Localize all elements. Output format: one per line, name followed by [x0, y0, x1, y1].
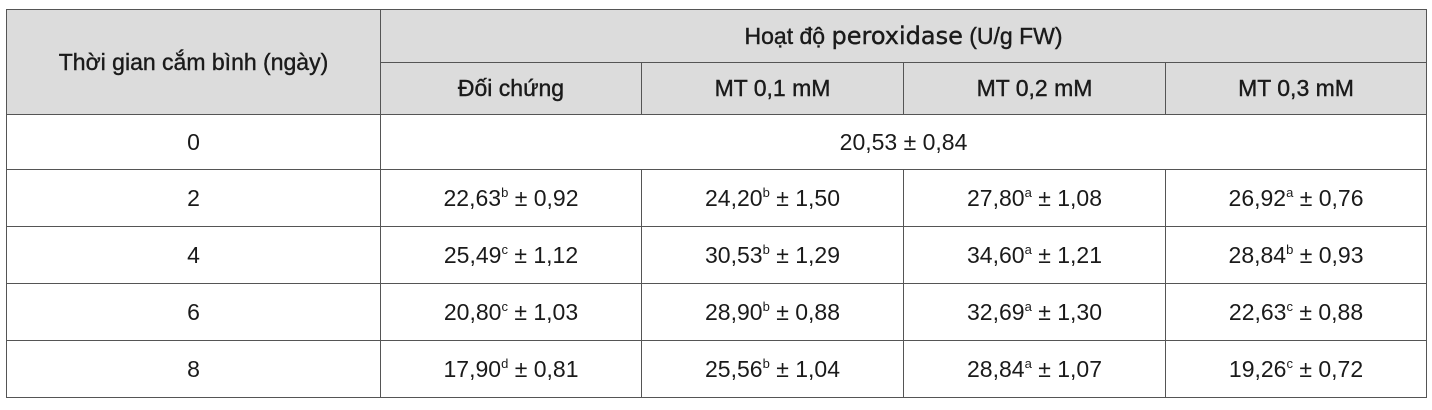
- std-deviation: ± 0,81: [508, 355, 579, 382]
- value-cell: 28,90b ± 0,88: [641, 283, 904, 341]
- table-row: 8 17,90d ± 0,81 25,56b ± 1,04 28,84a ± 1,07…: [6, 340, 1428, 398]
- column-header-mt-0-1: MT 0,1 mM: [641, 62, 904, 115]
- significance-letter: a: [1024, 298, 1032, 314]
- mean-value: 27,80: [967, 184, 1025, 211]
- significance-letter: c: [501, 241, 508, 257]
- std-deviation: ± 1,21: [1031, 241, 1102, 268]
- significance-letter: b: [762, 298, 770, 314]
- significance-letter: b: [762, 184, 770, 200]
- std-deviation: ± 1,29: [769, 241, 840, 268]
- mean-value: 34,60: [967, 241, 1025, 268]
- std-deviation: ± 0,93: [1293, 241, 1364, 268]
- mean-value: 28,90: [705, 298, 763, 325]
- value-cell: 34,60a ± 1,21: [903, 226, 1166, 284]
- table-row: 2 22,63b ± 0,92 24,20b ± 1,50 27,80a ± 1,08…: [6, 169, 1428, 227]
- group-header-activity: Hoạt độ peroxidase (U/g FW): [379, 9, 1428, 63]
- std-deviation: ± 1,04: [769, 355, 840, 382]
- mean-value: 22,63: [1228, 298, 1287, 325]
- mean-value: 26,92: [1228, 184, 1287, 211]
- value-cell: 26,92a ± 0,76: [1164, 169, 1428, 227]
- value-cell: 27,80a ± 1,08: [903, 169, 1166, 227]
- std-deviation: ± 1,30: [1031, 298, 1102, 325]
- mean-value: 28,84: [1228, 241, 1287, 268]
- std-deviation: ± 1,50: [769, 184, 840, 211]
- column-header-mt-0-2: MT 0,2 mM: [903, 62, 1166, 115]
- std-deviation: ± 1,03: [507, 298, 579, 325]
- significance-letter: c: [1286, 355, 1293, 371]
- significance-letter: a: [1024, 184, 1032, 200]
- std-deviation: ± 1,12: [507, 241, 579, 268]
- significance-letter: b: [762, 241, 770, 257]
- group-header-suffix: (U/g FW): [962, 23, 1063, 49]
- value-cell: 22,63c ± 0,88: [1164, 283, 1428, 341]
- day-cell: 6: [6, 283, 381, 341]
- significance-letter: c: [501, 298, 508, 314]
- value-cell: 28,84a ± 1,07: [903, 340, 1166, 398]
- significance-letter: d: [501, 355, 509, 371]
- column-header-control: Đối chứng: [380, 62, 642, 115]
- significance-letter: b: [1286, 241, 1294, 257]
- mean-value: 30,53: [705, 241, 763, 268]
- mean-value: 25,56: [705, 355, 763, 382]
- value-cell: 25,49c ± 1,12: [380, 226, 642, 284]
- std-deviation: ± 0,88: [769, 298, 840, 325]
- value-cell: 24,20b ± 1,50: [641, 169, 904, 227]
- significance-letter: a: [1024, 355, 1032, 371]
- value-cell: 17,90d ± 0,81: [380, 340, 642, 398]
- mean-value: 20,80: [443, 298, 502, 325]
- mean-value: 22,63: [443, 184, 502, 211]
- table-row: 4 25,49c ± 1,12 30,53b ± 1,29 34,60a ± 1,21…: [6, 226, 1428, 284]
- significance-letter: b: [762, 355, 770, 371]
- significance-letter: a: [1286, 184, 1294, 200]
- std-deviation: ± 0,88: [1292, 298, 1364, 325]
- value-cell: 30,53b ± 1,29: [641, 226, 904, 284]
- mean-value: 32,69: [967, 298, 1025, 325]
- peroxidase-table: Thời gian cắm bình (ngày) Hoạt độ peroxi…: [6, 9, 1428, 398]
- std-deviation: ± 0,92: [508, 184, 579, 211]
- table-row: 6 20,80c ± 1,03 28,90b ± 0,88 32,69a ± 1,30…: [6, 283, 1428, 341]
- mean-value: 28,84: [967, 355, 1025, 382]
- std-deviation: ± 1,07: [1031, 355, 1102, 382]
- group-header-prefix: Hoạt độ: [744, 23, 832, 49]
- mean-value: 17,90: [443, 355, 502, 382]
- std-deviation: ± 0,72: [1292, 355, 1364, 382]
- significance-letter: a: [1024, 241, 1032, 257]
- data-table-container: Thời gian cắm bình (ngày) Hoạt độ peroxi…: [6, 9, 1428, 398]
- mean-value: 24,20: [705, 184, 763, 211]
- value-cell: 25,56b ± 1,04: [641, 340, 904, 398]
- value-cell: 32,69a ± 1,30: [903, 283, 1166, 341]
- day-cell: 4: [6, 226, 381, 284]
- mean-value: 19,26: [1228, 355, 1287, 382]
- significance-letter: c: [1286, 298, 1293, 314]
- day-cell: 0: [6, 114, 381, 170]
- merged-value-cell: 20,53 ± 0,84: [379, 114, 1428, 170]
- value-cell: 19,26c ± 0,72: [1164, 340, 1428, 398]
- mean-value: 25,49: [443, 241, 502, 268]
- value-cell: 28,84b ± 0,93: [1164, 226, 1428, 284]
- table-row: 0 20,53 ± 0,84: [6, 114, 1428, 170]
- row-header-time: Thời gian cắm bình (ngày): [6, 9, 381, 115]
- value-cell: 20,80c ± 1,03: [380, 283, 642, 341]
- significance-letter: b: [501, 184, 509, 200]
- std-deviation: ± 0,76: [1293, 184, 1364, 211]
- std-deviation: ± 1,08: [1031, 184, 1102, 211]
- column-header-mt-0-3: MT 0,3 mM: [1164, 62, 1428, 115]
- day-cell: 8: [6, 340, 381, 398]
- day-cell: 2: [6, 169, 381, 227]
- group-header-enzyme: peroxidase: [831, 22, 963, 50]
- value-cell: 22,63b ± 0,92: [380, 169, 642, 227]
